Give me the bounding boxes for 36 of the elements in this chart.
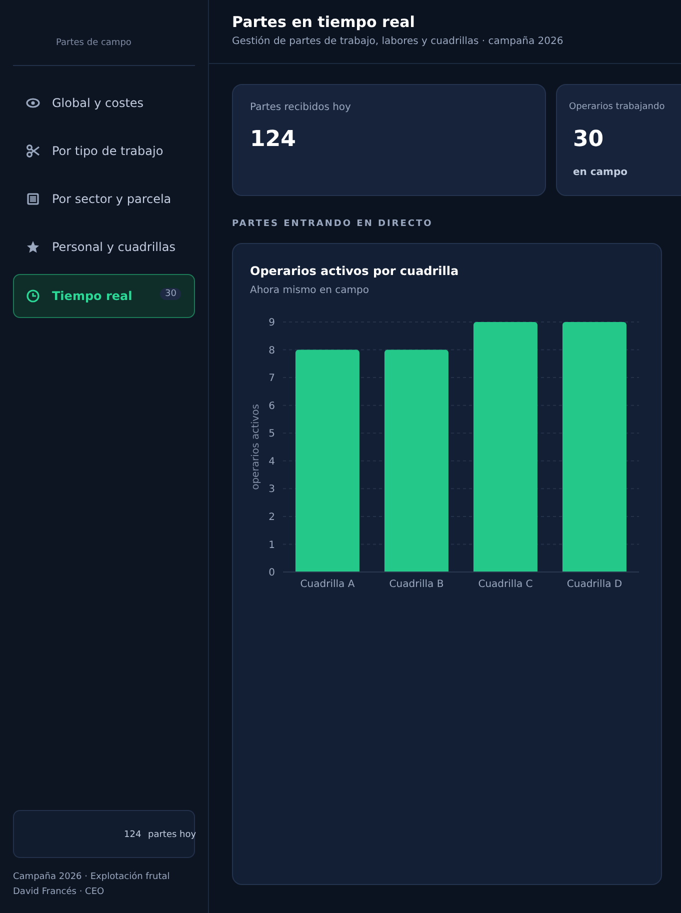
- text: Gestión de partes de trabajo, labores y cuadrillas · campaña 2026: [232, 36, 564, 47]
- y-tick-label: 8: [268, 345, 275, 356]
- text: David Francés · CEO: [13, 887, 104, 897]
- text: Por sector y parcela: [52, 192, 172, 206]
- x-tick-label: Cuadrilla C: [478, 579, 533, 590]
- x-tick-label: Cuadrilla D: [566, 579, 622, 590]
- text: Operarios trabajando: [569, 102, 665, 112]
- y-tick-label: 7: [268, 373, 275, 384]
- y-tick-label: 5: [268, 428, 275, 440]
- text: 30: [573, 127, 604, 152]
- text: 124: [250, 127, 296, 152]
- text: Tiempo real: [52, 289, 132, 303]
- x-tick-label: Cuadrilla B: [389, 579, 444, 590]
- text: Partes de campo: [56, 38, 132, 48]
- x-tick-label: Cuadrilla A: [300, 579, 355, 590]
- chart-subtitle: Ahora mismo en campo: [250, 285, 369, 296]
- y-tick-label: 6: [268, 400, 275, 412]
- text: 124: [124, 830, 142, 840]
- y-tick-label: 0: [268, 568, 275, 579]
- text: Personal y cuadrillas: [52, 240, 176, 254]
- chart-title: Operarios activos por cuadrilla: [250, 264, 459, 278]
- text: Partes en tiempo real: [232, 13, 415, 31]
- text: partes hoy: [148, 830, 196, 840]
- text: Campaña 2026 · Explotación frutal: [13, 872, 170, 882]
- text: 30: [160, 288, 182, 300]
- y-tick-label: 9: [268, 318, 275, 329]
- y-axis-title: operarios activos: [250, 404, 262, 490]
- y-tick-label: 2: [268, 512, 275, 523]
- text: en campo: [573, 167, 628, 178]
- text: PARTES ENTRANDO EN DIRECTO: [232, 219, 433, 229]
- y-tick-label: 3: [268, 484, 275, 496]
- text: Partes recibidos hoy: [250, 102, 351, 113]
- text: Por tipo de trabajo: [52, 144, 164, 158]
- y-tick-label: 1: [268, 540, 275, 551]
- y-tick-label: 4: [268, 456, 275, 468]
- text: Global y costes: [52, 96, 144, 110]
